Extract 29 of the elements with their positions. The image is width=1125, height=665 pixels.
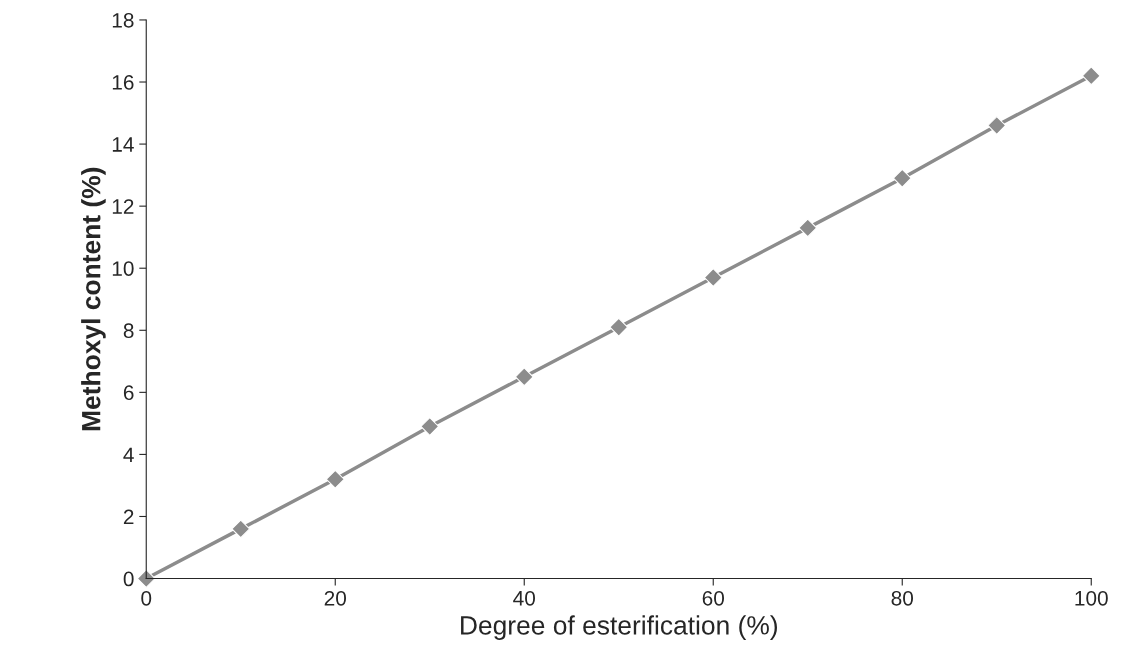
y-tick-label: 6 xyxy=(123,385,134,401)
y-tick-label: 0 xyxy=(123,571,134,587)
point xyxy=(798,218,818,238)
y-tick-label: 16 xyxy=(112,75,134,90)
x-tick-label: 80 xyxy=(891,590,914,606)
x-tick-label: 100 xyxy=(1075,590,1108,606)
y-tick-label: 2 xyxy=(123,509,134,525)
y-tick-label: 18 xyxy=(112,12,134,28)
x-tick-label: 40 xyxy=(513,590,536,606)
x-tick-label: 60 xyxy=(702,590,725,606)
point xyxy=(1081,66,1101,86)
point xyxy=(231,519,251,539)
x-tick-label: 20 xyxy=(324,590,347,606)
y-tick-label: 8 xyxy=(123,323,134,339)
point xyxy=(987,116,1007,135)
y-tick-label: 4 xyxy=(123,447,134,462)
point xyxy=(703,268,723,287)
point xyxy=(325,469,345,489)
y-tick-label: 10 xyxy=(112,261,134,276)
point xyxy=(136,569,156,588)
point xyxy=(609,317,629,337)
x-axis-title: Degree of esterification (%) xyxy=(461,615,777,640)
y-tick-label: 14 xyxy=(112,137,134,152)
point xyxy=(892,168,912,188)
y-tick-label: 12 xyxy=(112,199,134,214)
x-tick-label: 0 xyxy=(141,590,152,606)
point xyxy=(514,367,534,387)
point xyxy=(420,417,440,436)
y-axis-title: Methoxyl content (%) xyxy=(81,167,106,431)
